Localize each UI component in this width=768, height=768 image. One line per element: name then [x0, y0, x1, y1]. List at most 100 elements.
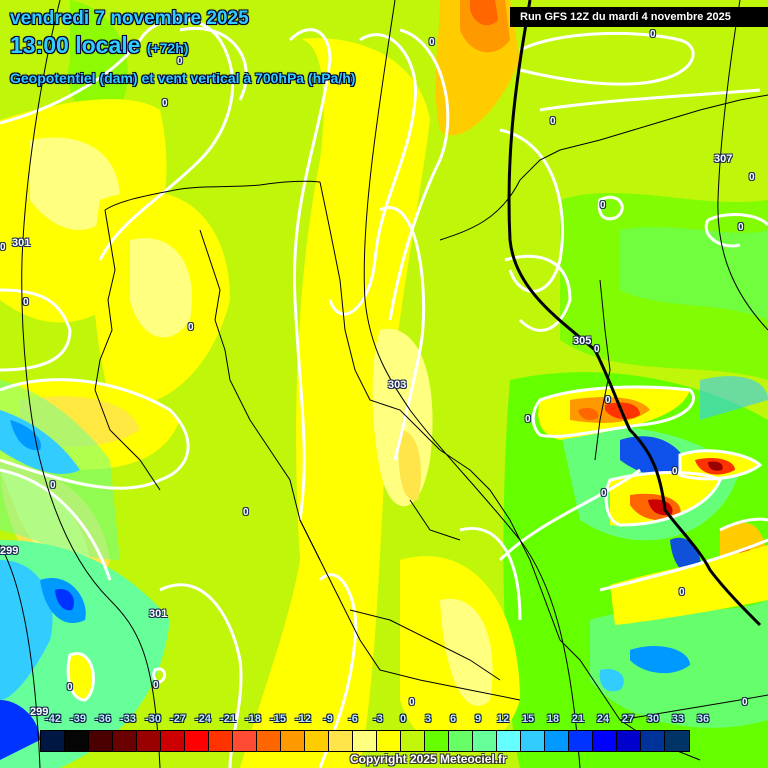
zero-contour-label: 0 — [594, 344, 600, 355]
legend-swatch — [425, 731, 449, 751]
zero-contour-label: 0 — [188, 322, 194, 333]
legend-tick-label: -27 — [170, 713, 186, 725]
legend-tick-label: -30 — [145, 713, 161, 725]
zero-contour-label: 0 — [650, 29, 656, 40]
zero-contour-label: 0 — [679, 587, 685, 598]
forecast-local-time: 13:00 locale — [10, 32, 141, 58]
legend-swatch — [617, 731, 641, 751]
zero-contour-label: 0 — [600, 200, 606, 211]
parameter-title: Geopotentiel (dam) et vent vertical à 70… — [10, 70, 356, 86]
zero-contour-label: 0 — [742, 697, 748, 708]
legend-tick-label: 33 — [671, 713, 685, 725]
legend-tick-label: -15 — [270, 713, 286, 725]
zero-contour-label: 0 — [525, 414, 531, 425]
geopotential-label: 301 — [149, 608, 168, 620]
geopotential-label: 307 — [714, 153, 733, 165]
geopotential-label: 299 — [30, 706, 49, 718]
legend-swatch — [65, 731, 89, 751]
zero-contour-label: 0 — [177, 56, 183, 67]
legend-swatch — [449, 731, 473, 751]
legend-tick-label: 6 — [449, 713, 457, 725]
legend-tick-label: 18 — [546, 713, 560, 725]
front-line — [507, 0, 762, 627]
legend-swatch — [497, 731, 521, 751]
copyright: Copyright 2025 Meteociel.fr — [350, 752, 507, 766]
legend-ticks: -42 -39 -36 -33 -30 -27 -24 -21 -18 -15 -12 -9 -6 -3 0… — [40, 713, 720, 729]
forecast-lead-time: (+72h) — [146, 40, 189, 56]
legend-tick-label: -6 — [348, 713, 358, 725]
legend-swatch — [257, 731, 281, 751]
legend-tick-label: 0 — [399, 713, 407, 725]
legend-swatch — [185, 731, 209, 751]
legend-swatch — [329, 731, 353, 751]
legend-swatch — [521, 731, 545, 751]
legend-tick-label: 3 — [424, 713, 432, 725]
legend-tick-label: 36 — [696, 713, 710, 725]
legend-tick-label: 12 — [496, 713, 510, 725]
legend-tick-label: -12 — [295, 713, 311, 725]
zero-contour-label: 0 — [738, 222, 744, 233]
zero-contour-label: 0 — [550, 116, 556, 127]
zero-contour-label: 0 — [749, 172, 755, 183]
legend-swatch — [281, 731, 305, 751]
zero-contours — [0, 17, 768, 768]
borders — [94, 94, 768, 761]
legend-tick-label: 9 — [474, 713, 482, 725]
legend-swatch — [89, 731, 113, 751]
zero-contour-label: 0 — [153, 680, 159, 691]
legend-swatch — [569, 731, 593, 751]
forecast-time: 13:00 locale (+72h) — [10, 32, 188, 59]
zero-contour-label: 0 — [605, 395, 611, 406]
legend-swatch — [209, 731, 233, 751]
model-run-label: Run GFS 12Z du mardi 4 novembre 2025 — [510, 7, 768, 27]
zero-contour-label: 0 — [162, 98, 168, 109]
legend-swatch — [233, 731, 257, 751]
legend-tick-label: -18 — [245, 713, 261, 725]
legend-swatch — [41, 731, 65, 751]
legend-tick-label: 27 — [621, 713, 635, 725]
zero-contour-label: 0 — [601, 488, 607, 499]
forecast-date: vendredi 7 novembre 2025 — [10, 8, 249, 29]
legend-swatch — [305, 731, 329, 751]
legend-swatch — [665, 731, 689, 751]
geopotential-label: 303 — [388, 379, 407, 391]
legend-swatch — [137, 731, 161, 751]
legend-swatch — [593, 731, 617, 751]
legend-swatch — [545, 731, 569, 751]
legend-tick-label: -39 — [70, 713, 86, 725]
legend-tick-label: 15 — [521, 713, 535, 725]
zero-contour-label: 0 — [23, 297, 29, 308]
legend-tick-label: -21 — [220, 713, 236, 725]
zero-contour-label: 0 — [243, 507, 249, 518]
legend-colorbar — [40, 730, 690, 752]
legend-tick-label: -36 — [95, 713, 111, 725]
zero-contour-label: 0 — [409, 697, 415, 708]
geopotential-label: 305 — [573, 335, 592, 347]
legend-swatch — [473, 731, 497, 751]
zero-contour-label: 0 — [50, 480, 56, 491]
legend-tick-label: -9 — [323, 713, 333, 725]
legend-swatch — [641, 731, 665, 751]
legend-swatch — [113, 731, 137, 751]
legend-tick-label: 24 — [596, 713, 610, 725]
legend-swatch — [161, 731, 185, 751]
legend-swatch — [401, 731, 425, 751]
legend-tick-label: -33 — [120, 713, 136, 725]
zero-contour-label: 0 — [0, 242, 6, 253]
legend-swatch — [353, 731, 377, 751]
legend-tick-label: 30 — [646, 713, 660, 725]
legend-tick-label: -24 — [195, 713, 211, 725]
zero-contour-label: 0 — [429, 37, 435, 48]
legend-tick-label: -3 — [373, 713, 383, 725]
geopotential-label: 301 — [12, 237, 31, 249]
color-legend: -42 -39 -36 -33 -30 -27 -24 -21 -18 -15 -12 -9 -6 -3 0… — [40, 713, 720, 753]
zero-contour-label: 0 — [672, 466, 678, 477]
legend-swatch — [377, 731, 401, 751]
geopotential-label: 299 — [0, 545, 19, 557]
legend-tick-label: -42 — [45, 713, 61, 725]
legend-tick-label: 21 — [571, 713, 585, 725]
zero-contour-label: 0 — [67, 682, 73, 693]
